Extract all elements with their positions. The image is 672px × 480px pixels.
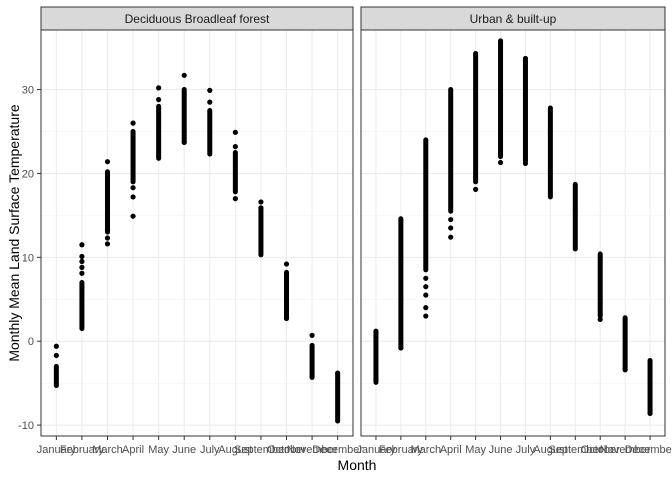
panels-layer: Deciduous Broadleaf forestJanuaryFebruar…: [37, 6, 672, 456]
y-tick-label: 10: [22, 252, 34, 264]
x-tick-label: March: [92, 444, 123, 456]
data-point: [79, 264, 85, 270]
x-tick-label: September: [234, 444, 288, 456]
data-point: [423, 284, 429, 290]
data-point: [53, 343, 59, 349]
data-point: [156, 97, 162, 103]
x-tick-label: November: [287, 444, 338, 456]
data-point: [423, 292, 429, 298]
data-point: [522, 160, 529, 166]
x-tick-label: August: [218, 444, 252, 456]
data-point: [79, 270, 85, 276]
data-point: [309, 374, 315, 380]
data-point: [258, 205, 264, 211]
data-point: [448, 216, 454, 223]
facet-strip-label: Urban & built-up: [470, 12, 557, 26]
data-point: [104, 235, 111, 241]
data-point: [232, 196, 238, 202]
data-point: [622, 367, 628, 373]
data-point: [104, 159, 111, 165]
y-tick-label: 0: [28, 336, 34, 348]
facet-strip: [360, 6, 666, 31]
y-tick-label: 20: [22, 168, 34, 180]
panel-deciduous: Deciduous Broadleaf forest JanuaryFebruar…: [37, 6, 363, 456]
x-tick-label: October: [267, 444, 306, 456]
x-tick-label: February: [379, 444, 424, 456]
panel-background: [361, 30, 665, 436]
x-tick-label: August: [533, 444, 567, 456]
x-tick-label: October: [581, 444, 620, 456]
data-point: [423, 313, 429, 319]
data-point: [522, 55, 529, 62]
data-point: [283, 315, 290, 322]
data-point: [232, 129, 238, 135]
x-tick-label: April: [440, 444, 462, 456]
x-tick-label: July: [516, 444, 536, 456]
data-point: [130, 120, 136, 126]
facet-strip: [40, 6, 354, 31]
data-point: [104, 227, 111, 233]
x-tick-label: November: [600, 444, 651, 456]
y-axis-title: Monthly Mean Land Surface Temperature: [6, 104, 22, 362]
data-point: [473, 186, 479, 192]
data-point: [647, 410, 653, 416]
panel-background: [41, 30, 353, 436]
y-axis: -10 0 10 20 30: [18, 85, 41, 432]
x-tick-label: April: [122, 444, 144, 456]
data-point: [79, 258, 85, 265]
data-point: [258, 199, 264, 205]
x-tick-label: June: [172, 444, 196, 456]
data-point: [156, 85, 162, 91]
x-axis-title: Month: [338, 457, 377, 473]
data-point: [335, 418, 341, 424]
data-point: [283, 261, 290, 267]
data-point: [130, 194, 136, 200]
data-point: [448, 225, 454, 231]
data-point: [423, 275, 429, 281]
data-point: [130, 185, 136, 191]
x-tick-label: September: [548, 444, 602, 456]
data-point: [232, 143, 238, 150]
y-tick-label: 30: [22, 85, 34, 97]
x-tick-label: February: [60, 444, 105, 456]
y-tick-label: -10: [18, 420, 34, 432]
data-point: [79, 253, 85, 260]
x-tick-label: January: [356, 444, 396, 456]
data-point: [597, 316, 603, 323]
panel-urban: Urban & built-up JanuaryFebruaryMarchApri…: [356, 6, 672, 456]
data-point: [104, 241, 111, 247]
x-tick-label: July: [200, 444, 220, 456]
x-tick-label: March: [411, 444, 442, 456]
data-point: [79, 242, 85, 248]
x-tick-label: June: [489, 444, 513, 456]
facet-strip-label: Deciduous Broadleaf forest: [125, 12, 270, 26]
x-tick-label: May: [148, 444, 169, 456]
data-point: [181, 72, 187, 78]
x-tick-label: January: [37, 444, 77, 456]
data-point: [207, 99, 213, 105]
data-point: [309, 332, 315, 338]
data-point: [335, 370, 341, 376]
data-point: [398, 345, 404, 351]
data-point: [497, 159, 504, 166]
data-point: [130, 213, 136, 219]
x-tick-label: December: [625, 444, 672, 456]
data-point: [181, 139, 187, 146]
data-point: [207, 87, 213, 93]
x-tick-label: May: [465, 444, 486, 456]
data-point: [423, 305, 429, 311]
data-point: [448, 234, 454, 240]
x-tick-label: December: [312, 444, 363, 456]
data-point: [53, 352, 59, 359]
